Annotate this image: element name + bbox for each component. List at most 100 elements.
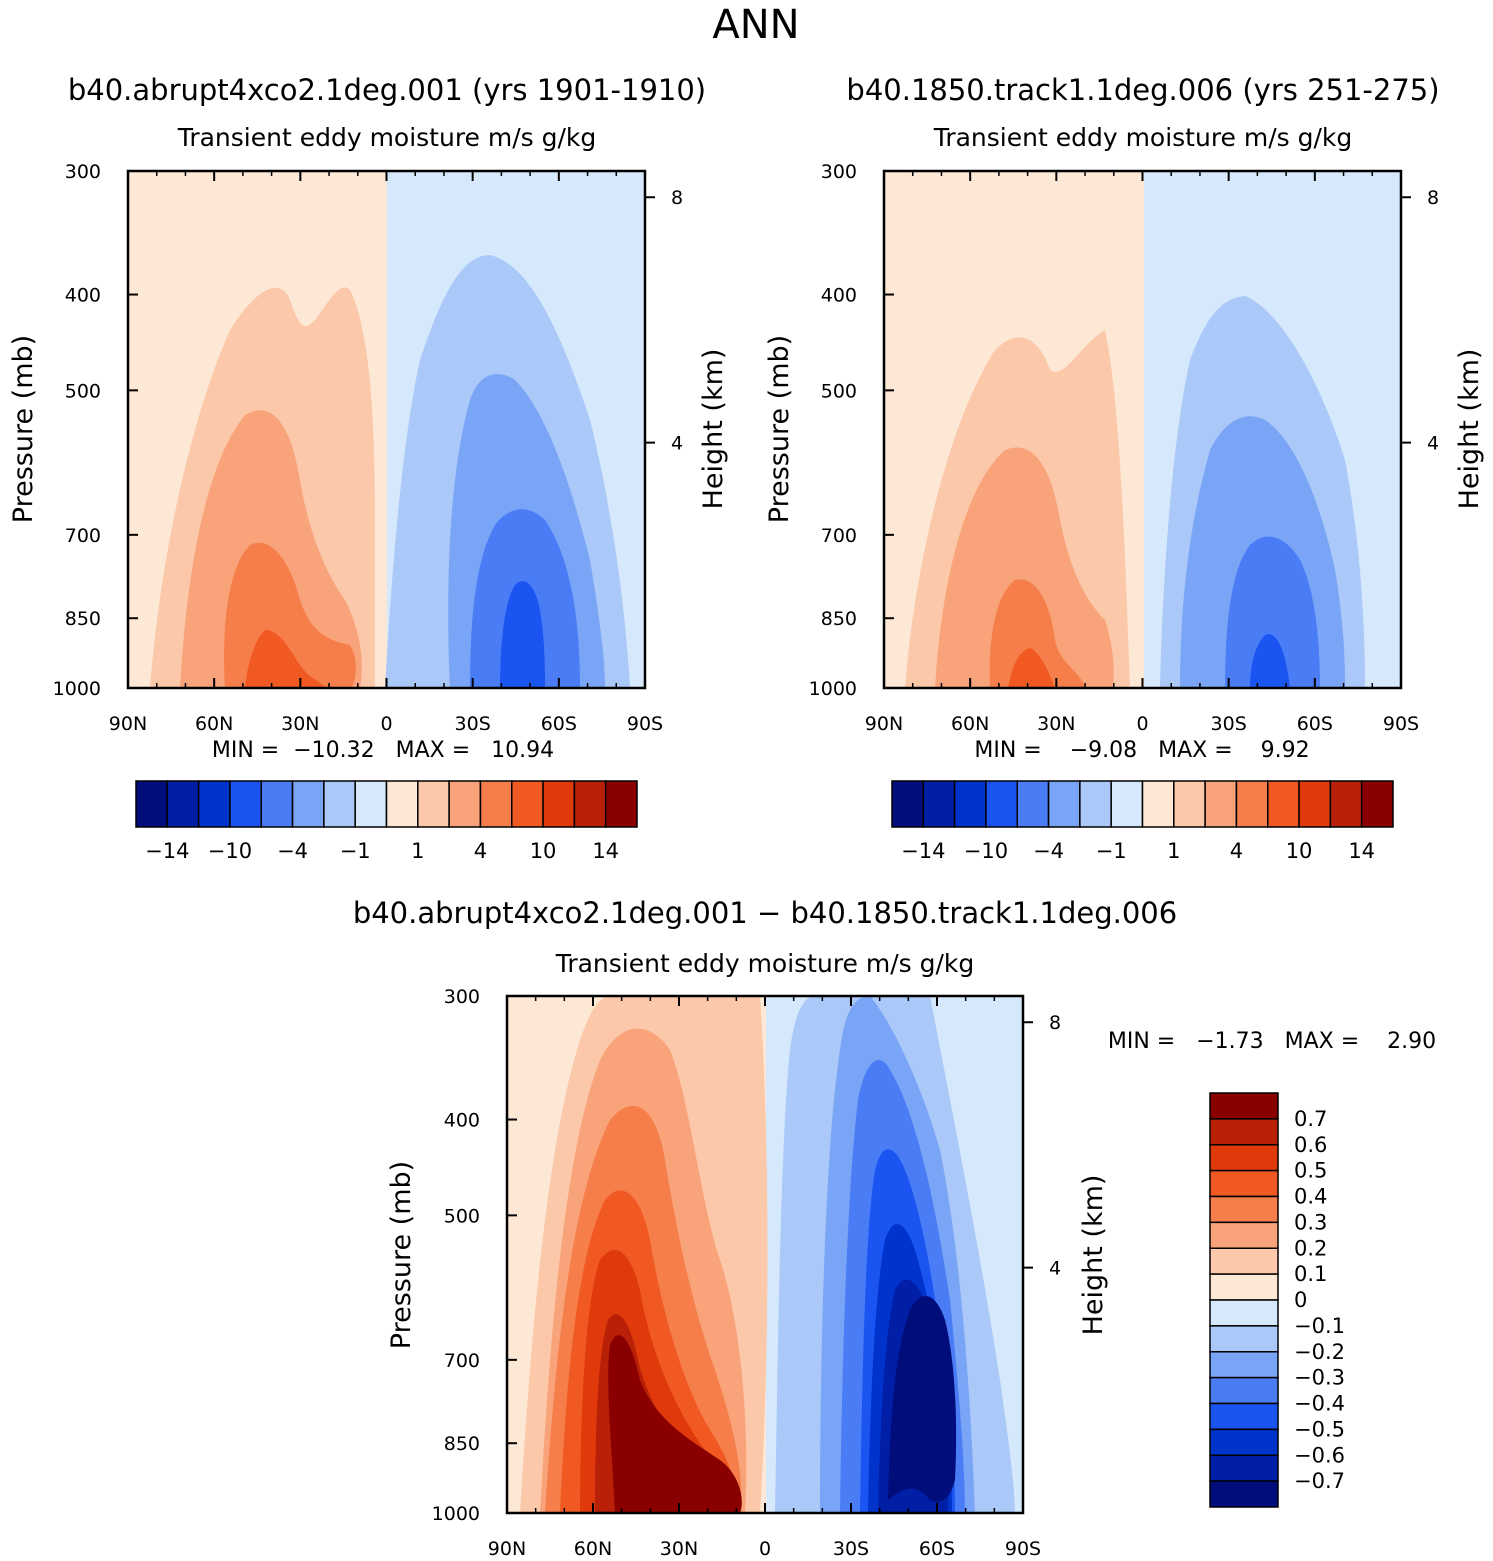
panel-diff-colorbar-box: [1209, 1169, 1279, 1198]
panel-1-y-tick-label: 400: [65, 285, 101, 307]
panel-diff-y2-tick-label: 8: [1049, 1012, 1061, 1034]
panel-1-y-tick-label: 1000: [53, 678, 101, 700]
panel-1-subtitle: Transient eddy moisture m/s g/kg: [177, 123, 597, 152]
panel-1-x-tick-label: 60N: [195, 713, 233, 735]
panel-2-colorbar-box: [1235, 780, 1269, 828]
panel-1-y2-tick-label: 4: [671, 433, 683, 455]
panel-diff-x-tick-label: 90N: [488, 1538, 526, 1560]
panel-1-colorbar-box: [260, 780, 294, 828]
panel-diff-x-tick-label: 60S: [919, 1538, 955, 1560]
panel-1-colorbar-box: [291, 780, 325, 828]
panel-2-x-tick-label: 30S: [1211, 713, 1247, 735]
panel-diff-colorbar-box: [1209, 1299, 1279, 1327]
panel-2-y2-tick-label: 4: [1427, 433, 1439, 455]
panel-2-contour-neg-3: [1225, 536, 1320, 688]
panel-2-colorbar-label: −14: [901, 839, 945, 863]
panel-diff-axes: 90N 60N 30N 0 30S 60S 90S 300 400 500 700 850 1000 8 4: [432, 986, 1061, 1560]
panel-2: b40.1850.track1.1deg.006 (yrs 251-275) T…: [764, 73, 1485, 863]
panel-diff-colorbar-label: 0.4: [1294, 1185, 1327, 1209]
panel-2-colorbar-box: [1047, 780, 1081, 828]
panel-diff-colorbar-box: [1209, 1376, 1279, 1405]
panel-2-x-tick-label: 60S: [1297, 713, 1333, 735]
panel-diff-colorbar-box: [1209, 1221, 1279, 1249]
panel-diff-colorbar-label: −0.5: [1294, 1417, 1345, 1441]
panel-diff-colorbar-box: [1209, 1273, 1279, 1301]
panel-diff-stats: MIN = −1.73 MAX = 2.90: [1108, 1029, 1436, 1054]
panel-diff-colorbar-label: 0: [1294, 1288, 1307, 1312]
panel-2-y-tick-label: 400: [821, 285, 857, 307]
panel-1-colorbar-box: [511, 780, 544, 828]
panel-1-x-tick-label: 60S: [541, 713, 577, 735]
panel-2-y2-tick-label: 8: [1427, 187, 1439, 209]
panel-1-contour-pos-4: [245, 630, 325, 688]
panel-2-subtitle: Transient eddy moisture m/s g/kg: [933, 123, 1353, 152]
panel-1-x-tick-label: 0: [380, 713, 392, 735]
panel-1-colorbar-box: [573, 780, 607, 828]
panel-2-title: b40.1850.track1.1deg.006 (yrs 251-275): [846, 73, 1439, 107]
panel-1-colorbar-box: [542, 780, 576, 828]
panel-1-y-tick-label: 300: [65, 161, 101, 183]
panel-1-y2label: Height (km): [698, 349, 729, 510]
panel-2-x-tick-label: 90S: [1383, 713, 1419, 735]
panel-2-y-tick-label: 500: [821, 380, 857, 402]
panel-diff-colorbar-box: [1209, 1454, 1279, 1482]
panel-diff-x-tick-label: 90S: [1005, 1538, 1041, 1560]
panel-2-colorbar-box: [1110, 780, 1144, 828]
panel-2-colorbar-label: 1: [1167, 839, 1180, 863]
panel-2-colorbar-box: [1204, 780, 1238, 828]
panel-diff-colorbar-box: [1209, 1144, 1279, 1172]
panel-2-colorbar-box: [1298, 780, 1332, 828]
panel-1-colorbar-box: [479, 780, 513, 828]
panel-diff-x-tick-label: 30S: [833, 1538, 869, 1560]
panel-1-colorbar-box: [197, 780, 231, 828]
panel-diff-colorbar-box: [1209, 1351, 1279, 1379]
panel-2-x-tick-label: 90N: [865, 713, 903, 735]
panel-1-y-tick-label: 700: [65, 525, 101, 547]
panel-1-x-tick-label: 90S: [627, 713, 663, 735]
panel-diff-y-tick-label: 700: [444, 1350, 480, 1372]
panel-diff-colorbar-box: [1209, 1247, 1279, 1275]
panel-diff-colorbar-label: 0.2: [1294, 1236, 1327, 1260]
panel-2-colorbar-box: [1267, 780, 1300, 828]
panel-2-colorbar-box: [1173, 780, 1206, 828]
panel-1: b40.abrupt4xco2.1deg.001 (yrs 1901-1910)…: [8, 73, 729, 863]
panel-1-y-tick-label: 850: [65, 608, 101, 630]
panel-2-colorbar-label: −4: [1033, 839, 1064, 863]
panel-diff-y2label: Height (km): [1078, 1175, 1109, 1336]
panel-2-colorbar-box: [1141, 780, 1175, 828]
panel-2-contour-pos-3: [989, 579, 1085, 688]
panel-2-plot-area: [884, 171, 1401, 688]
panel-1-colorbar-label: −14: [145, 839, 189, 863]
panel-2-colorbar-label: −10: [964, 839, 1008, 863]
panel-diff: b40.abrupt4xco2.1deg.001 − b40.1850.trac…: [353, 896, 1436, 1560]
panel-diff-contour-pos-7: [608, 1335, 742, 1513]
panel-1-colorbar-label: 1: [411, 839, 424, 863]
panel-1-colorbar-label: 4: [474, 839, 487, 863]
panel-diff-colorbar-label: −0.2: [1294, 1340, 1345, 1364]
panel-1-colorbar-box: [417, 780, 450, 828]
panel-2-y-tick-label: 850: [821, 608, 857, 630]
panel-1-colorbar-label: 14: [592, 839, 619, 863]
panel-diff-colorbar-label: −0.7: [1294, 1469, 1345, 1493]
panel-diff-title: b40.abrupt4xco2.1deg.001 − b40.1850.trac…: [353, 896, 1177, 930]
panel-2-x-tick-label: 60N: [951, 713, 989, 735]
panel-diff-colorbar-box: [1209, 1325, 1279, 1353]
panel-1-x-tick-label: 30S: [455, 713, 491, 735]
panel-2-colorbar-box: [1016, 780, 1050, 828]
panel-diff-plot-area: [507, 996, 1023, 1513]
panel-1-colorbar-box: [354, 780, 388, 828]
panel-2-stats: MIN = −9.08 MAX = 9.92: [974, 738, 1309, 763]
panel-diff-colorbar-box: [1209, 1480, 1279, 1508]
panel-1-colorbar-label: −1: [340, 839, 371, 863]
panel-2-colorbar-box: [1079, 780, 1112, 828]
panel-diff-colorbar-label: 0.5: [1294, 1159, 1327, 1183]
panel-diff-colorbar-box: [1209, 1195, 1279, 1224]
panel-1-colorbar-box: [604, 780, 638, 828]
panel-1-plot-area: [128, 171, 645, 688]
panel-1-y2-tick-label: 8: [671, 187, 683, 209]
panel-1-colorbar-label: −10: [208, 839, 252, 863]
panel-diff-contour-neg-7: [888, 1296, 957, 1502]
panel-diff-colorbar-label: −0.1: [1294, 1314, 1345, 1338]
panel-1-colorbar: −14 −10 −4 −1 1 4 10 14: [135, 780, 638, 863]
